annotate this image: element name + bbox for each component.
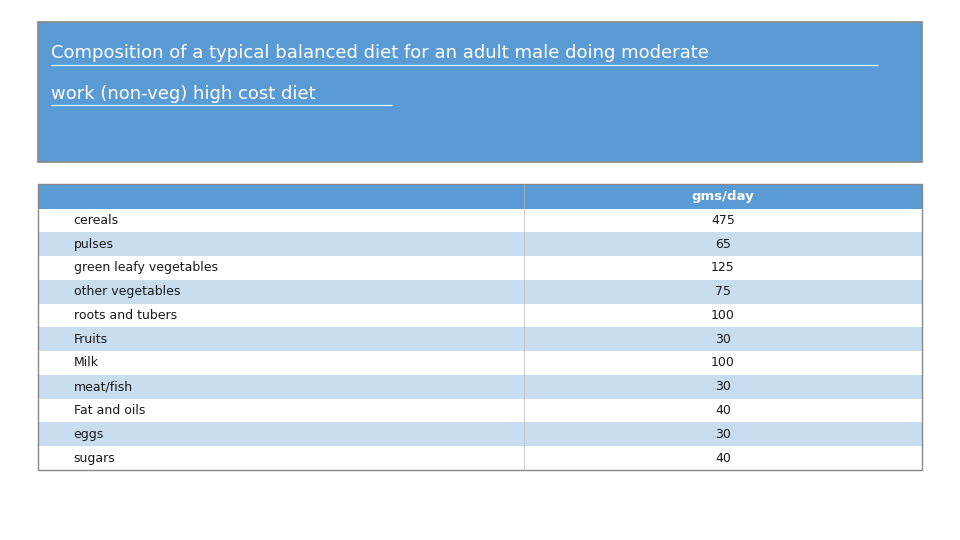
Text: Fruits: Fruits [74,333,108,346]
Text: meat/fish: meat/fish [74,380,132,393]
Bar [38,446,922,470]
Text: gms/day: gms/day [691,190,755,202]
Text: 30: 30 [715,428,731,441]
Bar [38,184,922,208]
Text: 475: 475 [711,214,734,227]
Text: 30: 30 [715,380,731,393]
Text: 100: 100 [711,309,734,322]
Text: 40: 40 [715,404,731,417]
Text: 100: 100 [711,356,734,369]
Bar [38,375,922,399]
Bar [38,280,922,303]
Bar [38,208,922,232]
Text: 75: 75 [715,285,731,298]
Bar [38,184,922,470]
Text: 40: 40 [715,451,731,464]
Text: work (non-veg) high cost diet: work (non-veg) high cost diet [51,85,316,103]
Text: Composition of a typical balanced diet for an adult male doing moderate: Composition of a typical balanced diet f… [51,44,708,62]
Bar [38,351,922,375]
Bar [38,22,922,162]
Bar [38,399,922,422]
Text: roots and tubers: roots and tubers [74,309,177,322]
Text: 125: 125 [711,261,734,274]
Text: cereals: cereals [74,214,119,227]
Text: sugars: sugars [74,451,115,464]
Text: 30: 30 [715,333,731,346]
Text: Fat and oils: Fat and oils [74,404,145,417]
Bar [38,327,922,351]
Bar [38,232,922,256]
Text: other vegetables: other vegetables [74,285,180,298]
Text: green leafy vegetables: green leafy vegetables [74,261,218,274]
Bar [38,256,922,280]
Bar [38,303,922,327]
Bar [38,422,922,446]
Text: eggs: eggs [74,428,104,441]
Text: Milk: Milk [74,356,99,369]
Text: pulses: pulses [74,238,113,251]
Text: 65: 65 [715,238,731,251]
